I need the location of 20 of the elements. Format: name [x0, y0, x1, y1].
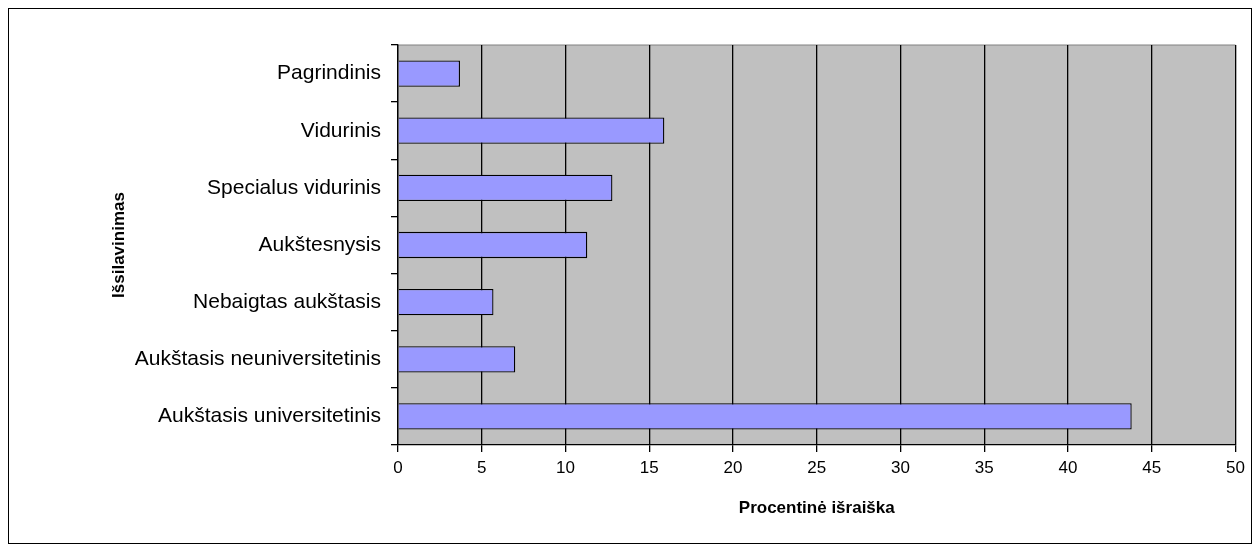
- y-axis-title: Išsilavinimas: [108, 192, 128, 298]
- x-tick-label: 20: [723, 457, 743, 477]
- y-tick-label: Vidurinis: [300, 117, 381, 141]
- y-tick-label: Pagrindinis: [277, 60, 381, 84]
- y-tick-label: Specialus vidurinis: [207, 174, 381, 198]
- x-tick-label: 45: [1142, 457, 1162, 477]
- y-tick-label: Aukštasis neuniversitetinis: [134, 346, 381, 370]
- x-tick-label: 0: [393, 457, 403, 477]
- x-tick-label: 30: [891, 457, 910, 477]
- x-tick-label: 50: [1226, 457, 1246, 477]
- x-tick-label: 35: [974, 457, 994, 477]
- y-tick-label: Aukštesnysis: [258, 231, 381, 255]
- x-axis-title: Procentinė išraiška: [738, 498, 896, 518]
- y-tick-label: Nebaigtas aukštasis: [193, 288, 381, 312]
- x-tick-label: 5: [477, 457, 487, 477]
- x-tick-label: 10: [556, 457, 575, 477]
- x-tick-label: 40: [1058, 457, 1078, 477]
- x-tick-label: 25: [807, 457, 827, 477]
- y-tick-label: Aukštasis universitetinis: [158, 403, 381, 427]
- x-tick-label: 15: [639, 457, 659, 477]
